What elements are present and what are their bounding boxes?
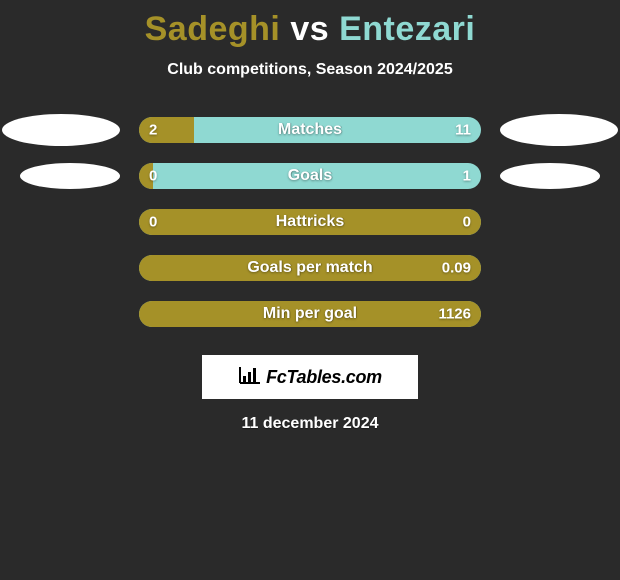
stat-bar-left-fill — [139, 163, 153, 189]
stat-row: 01Goals — [0, 153, 620, 199]
stat-bar: 00Hattricks — [139, 209, 481, 235]
stats-chart: 211Matches 01Goals 00Hattricks 0.09Goals pe… — [0, 107, 620, 337]
stat-bar-left-fill — [139, 255, 481, 281]
team-logo-placeholder-left — [20, 163, 120, 189]
stat-bar-left-fill — [139, 301, 481, 327]
team-logo-placeholder-right — [500, 163, 600, 189]
stat-bar: 01Goals — [139, 163, 481, 189]
subtitle: Club competitions, Season 2024/2025 — [0, 61, 620, 79]
bar-chart-icon — [238, 365, 262, 390]
stat-row: 0.09Goals per match — [0, 245, 620, 291]
title-left-player: Sadeghi — [145, 10, 281, 48]
comparison-widget: Sadeghi vs Entezari Club competitions, S… — [0, 0, 620, 580]
date-text: 11 december 2024 — [0, 415, 620, 433]
title-vs: vs — [280, 10, 339, 48]
stat-bar: 1126Min per goal — [139, 301, 481, 327]
player-photo-placeholder-right — [500, 114, 618, 146]
stat-bar: 0.09Goals per match — [139, 255, 481, 281]
player-photo-placeholder-left — [2, 114, 120, 146]
stat-bar-left-fill — [139, 117, 194, 143]
stat-bar: 211Matches — [139, 117, 481, 143]
title-right-player: Entezari — [339, 10, 475, 48]
stat-row: 211Matches — [0, 107, 620, 153]
stat-bar-left-fill — [139, 209, 481, 235]
stat-bar-right-fill — [139, 163, 481, 189]
page-title: Sadeghi vs Entezari — [0, 0, 620, 49]
stat-row: 00Hattricks — [0, 199, 620, 245]
fctables-logo[interactable]: FcTables.com — [202, 355, 418, 399]
stat-row: 1126Min per goal — [0, 291, 620, 337]
logo-text: FcTables.com — [266, 367, 382, 388]
